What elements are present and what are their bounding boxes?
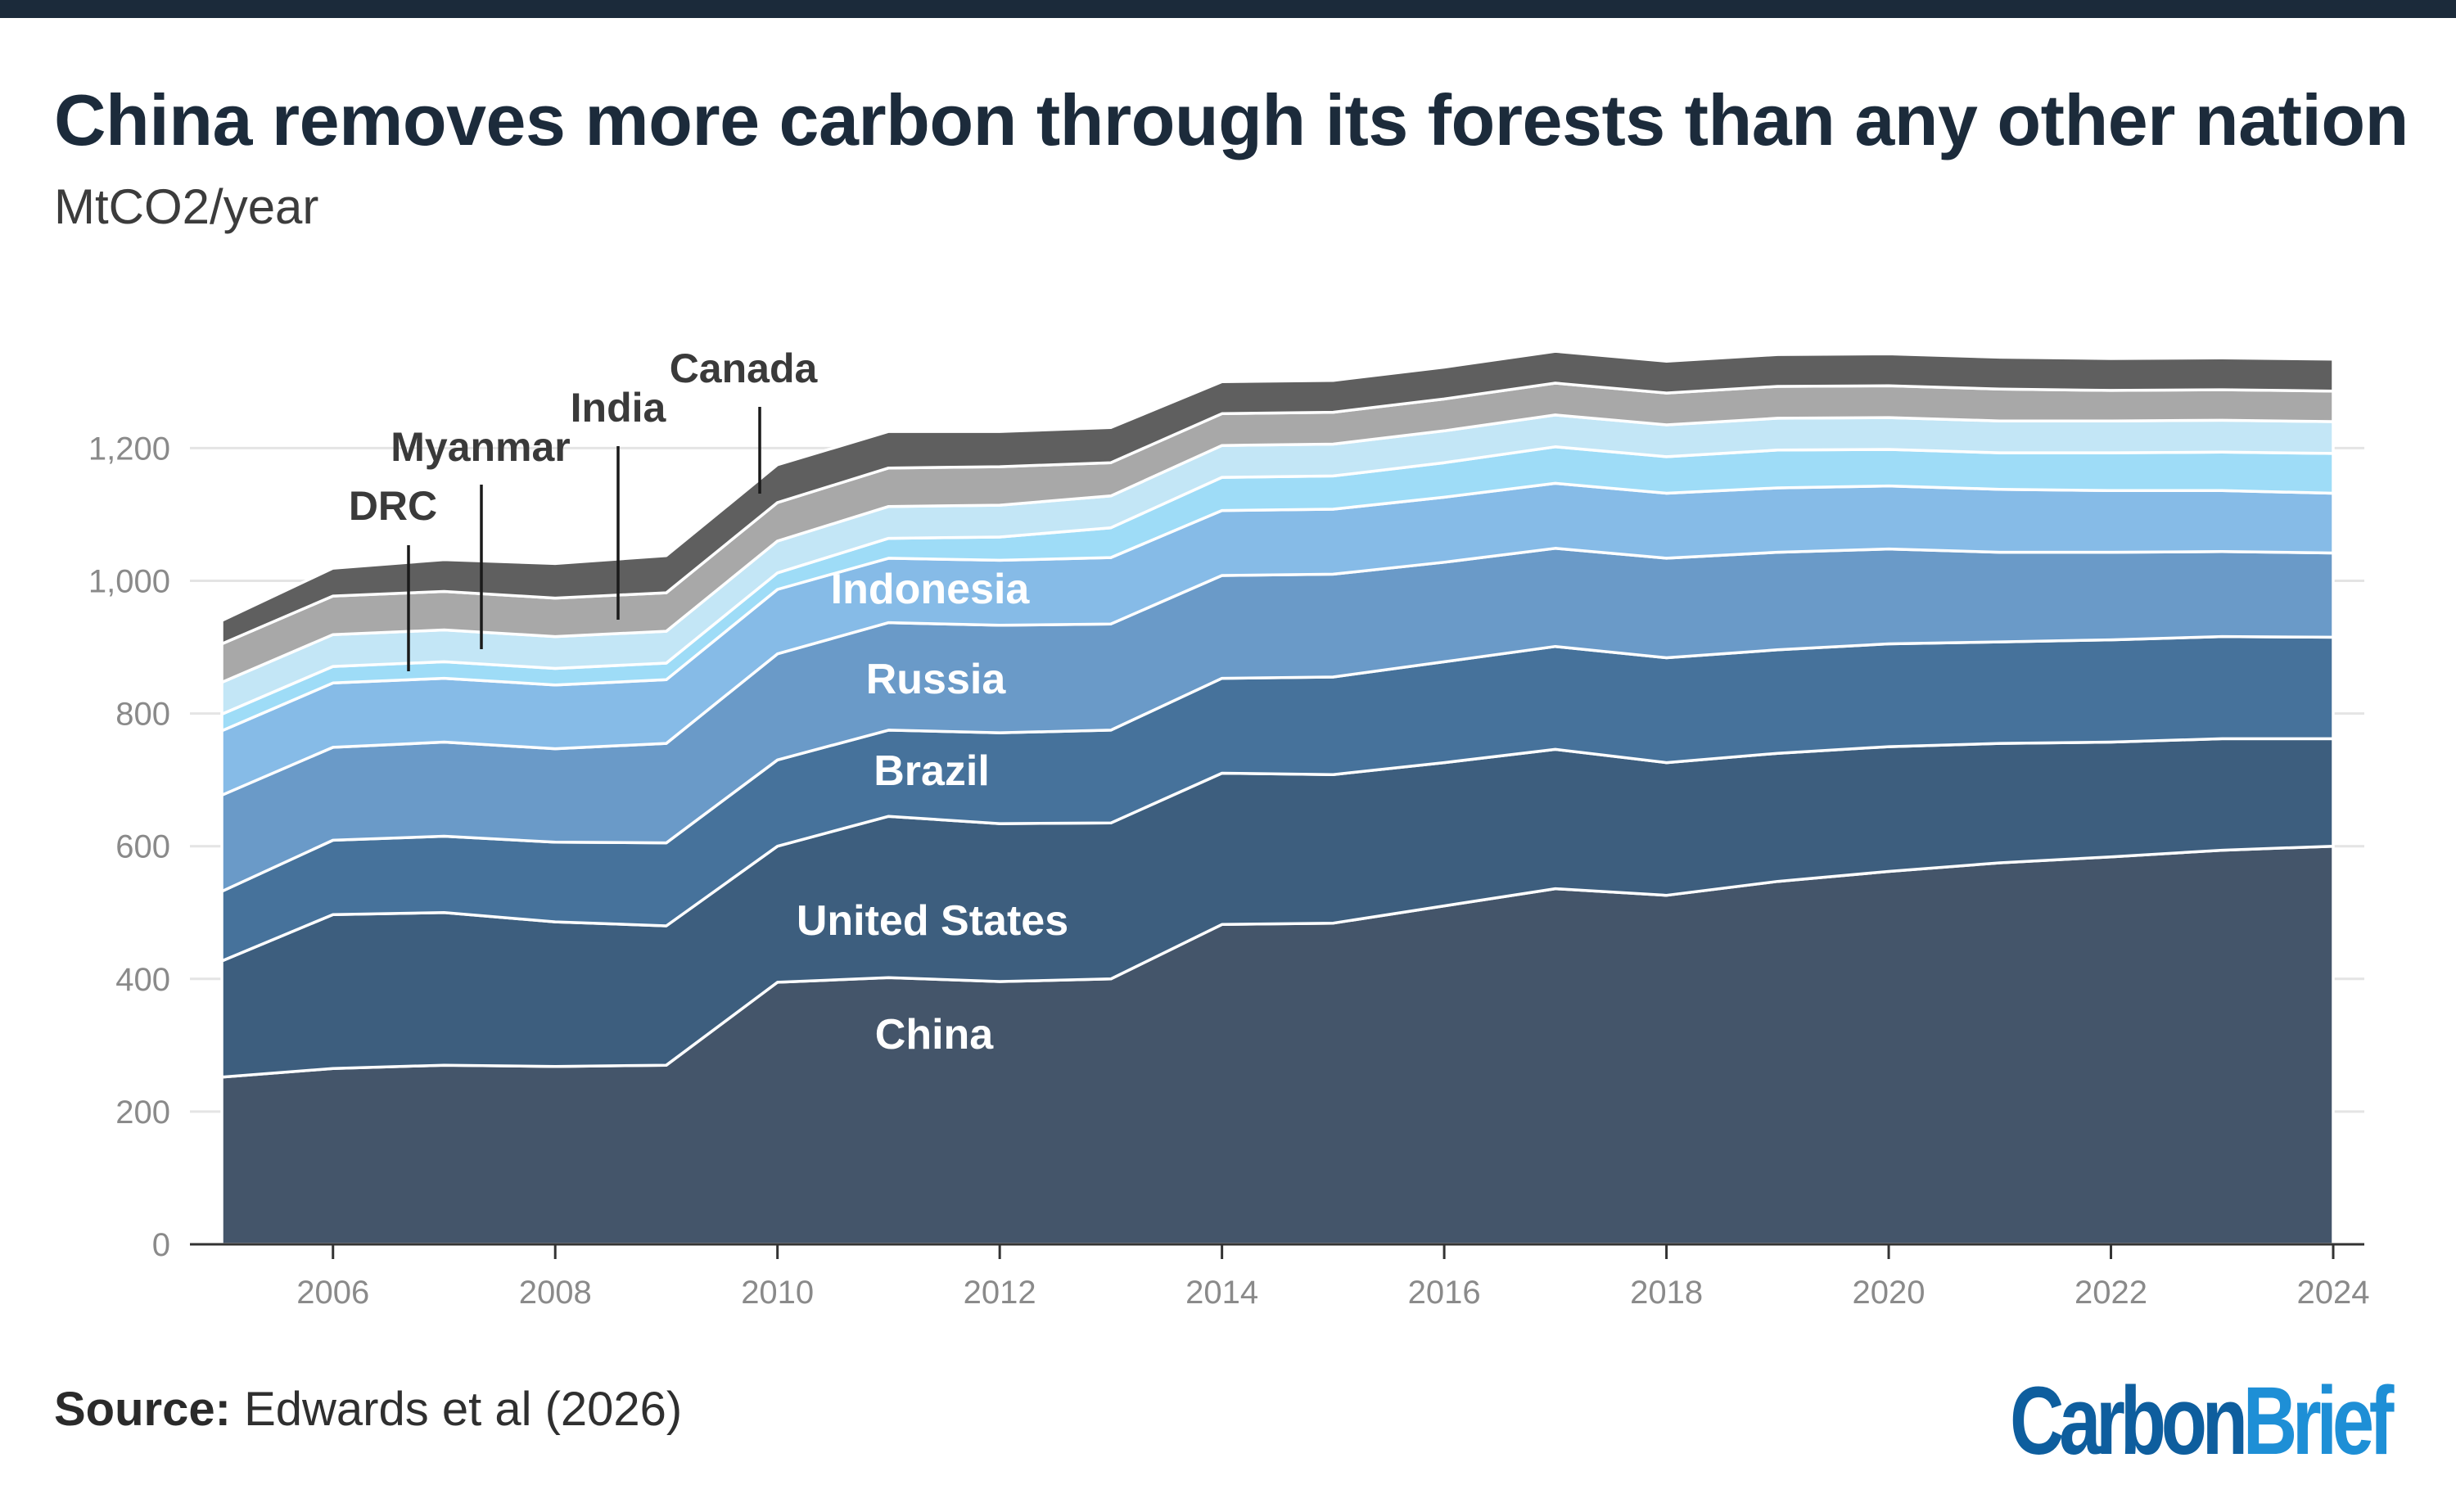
area-canada [220,350,2335,646]
callout-label-canada: Canada [670,345,819,391]
x-tick-label: 2024 [2297,1275,2370,1311]
x-tick-label: 2008 [519,1275,592,1311]
tick-labels: 0 200 400 600 800 1,000 1,200 2006 2008 2010 2012 2… [88,431,2370,1311]
area-label-brazil: Brazil [874,747,990,795]
callout-label-drc: DRC [349,483,437,529]
y-tick-label: 1,000 [88,564,170,600]
logo-part-brief: Brief [2242,1367,2395,1475]
x-tick-label: 2020 [1853,1275,1926,1311]
x-tick-label: 2010 [741,1275,814,1311]
axes [190,1243,2364,1259]
source-note: Source: Edwards et al (2026) [54,1382,682,1437]
y-tick-label: 200 [115,1095,170,1131]
y-tick-label: 800 [115,697,170,733]
callout-label-myanmar: Myanmar [391,424,571,470]
callout-label-india: India [571,385,667,431]
area-label-china: China [875,1011,995,1058]
x-tick-label: 2018 [1630,1275,1703,1311]
x-tick-label: 2016 [1408,1275,1481,1311]
area-label-indonesia: Indonesia [831,566,1031,613]
y-tick-label: 400 [115,962,170,998]
y-tick-label: 600 [115,829,170,865]
series-labels: China United States Brazil Russia Indonesia D… [349,345,1068,1058]
area-label-russia: Russia [866,656,1007,703]
top-accent-bar [0,0,2456,18]
x-tick-label: 2014 [1185,1275,1258,1311]
carbonbrief-logo: CarbonBrief [2010,1365,2395,1477]
x-tick-label: 2012 [964,1275,1036,1311]
y-tick-label: 1,200 [88,431,170,467]
x-tick-label: 2022 [2075,1275,2147,1311]
area-series [220,350,2335,1246]
source-text: Edwards et al (2026) [244,1383,683,1436]
source-label: Source: [54,1383,231,1436]
area-label-united-states: United States [797,897,1068,945]
x-tick-label: 2006 [296,1275,369,1311]
chart-title: China removes more carbon through its fo… [54,79,2409,160]
y-tick-label: 0 [152,1227,170,1263]
logo-part-carbon: Carbon [2010,1367,2248,1475]
chart-unit-subtitle: MtCO2/year [54,179,319,234]
